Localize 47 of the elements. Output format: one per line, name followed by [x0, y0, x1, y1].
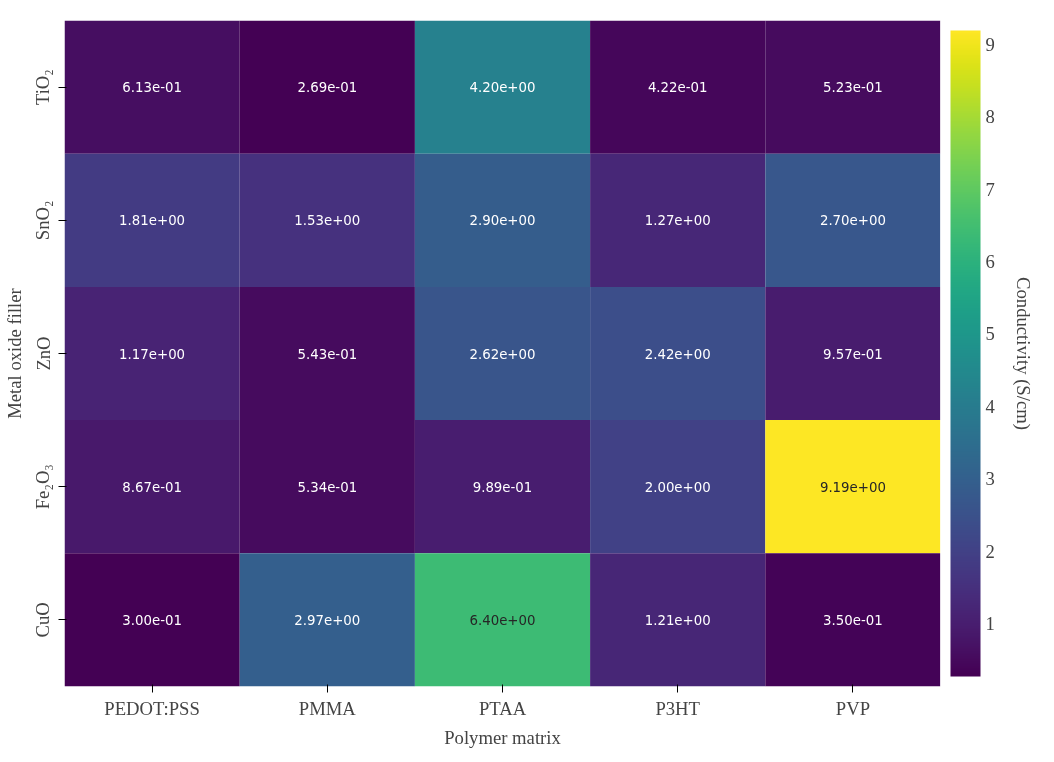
x-tick-label: P3HT: [655, 697, 701, 719]
data-label: 2.62e+00: [469, 346, 536, 362]
color-bar-label: 6: [985, 251, 995, 272]
color-bar-label: 2: [985, 540, 995, 562]
data-label: 1.27e+00: [644, 213, 711, 229]
x-tick-label: PMMA: [298, 697, 357, 719]
data-label: 2.42e+00: [644, 346, 711, 362]
y-tick-label: SnO₂: [32, 200, 54, 241]
data-label: 6.13e-01: [122, 80, 182, 96]
data-label: 1.81e+00: [119, 213, 186, 229]
color-bar-title: Conductivity (S/cm): [1011, 277, 1034, 430]
data-label: 3.00e-01: [122, 612, 182, 628]
data-label: 9.19e+00: [819, 479, 886, 495]
x-tick-label: PTAA: [478, 697, 527, 719]
x-tick-label: PEDOT:PSS: [104, 697, 200, 719]
data-label: 5.23e-01: [823, 80, 883, 96]
data-label: 2.69e-01: [297, 80, 358, 96]
data-label: 6.40e+00: [469, 612, 536, 628]
data-label: 4.22e-01: [647, 80, 708, 96]
y-tick-label: ZnO: [32, 336, 54, 371]
data-label: 5.34e-01: [297, 479, 358, 495]
data-label: 9.89e-01: [472, 479, 533, 495]
y-tick-label: CuO: [32, 602, 54, 638]
data-label: 2.70e+00: [819, 213, 886, 229]
y-tick-label: TiO₂: [32, 69, 54, 106]
data-label: 1.17e+00: [119, 346, 186, 362]
data-label: 9.57e-01: [823, 346, 883, 362]
color-bar-label: 3: [985, 468, 995, 490]
data-label: 2.00e+00: [644, 479, 711, 495]
color-bar-label: 4: [985, 395, 996, 417]
data-label: 4.20e+00: [469, 80, 536, 96]
x-axis-title: Polymer matrix: [444, 726, 562, 748]
data-label: 2.90e+00: [469, 213, 536, 229]
color-bar-label: 8: [985, 106, 995, 128]
color-bar-label: 9: [985, 33, 995, 55]
data-label: 1.21e+00: [644, 612, 711, 628]
data-label: 3.50e-01: [823, 612, 883, 628]
y-axis-title: Metal oxide filler: [3, 287, 25, 419]
color-bar-label: 7: [985, 178, 995, 200]
data-label: 5.43e-01: [297, 346, 358, 362]
data-label: 2.97e+00: [294, 612, 361, 628]
data-label: 8.67e-01: [122, 479, 182, 495]
color-bar-label: 5: [985, 323, 995, 345]
y-tick-label: Fe₂O₃: [32, 464, 54, 510]
color-bar-label: 1: [985, 613, 995, 635]
data-label: 1.53e+00: [294, 213, 361, 229]
x-tick-label: PVP: [835, 697, 871, 719]
